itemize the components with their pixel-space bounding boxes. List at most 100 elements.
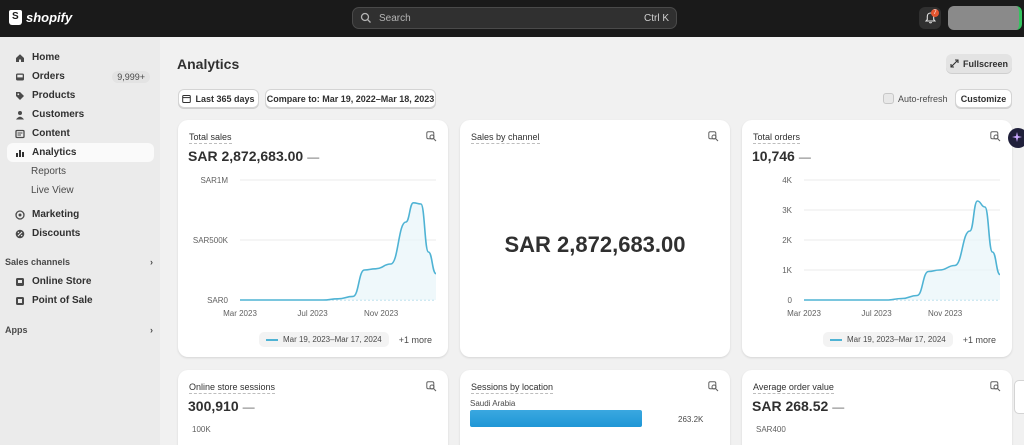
sidebar-item-discounts[interactable]: Discounts: [7, 224, 154, 243]
y-tick-label: SAR1M: [200, 176, 228, 185]
sidebar-item-label: Home: [32, 52, 60, 63]
explore-icon[interactable]: [426, 381, 437, 392]
sparkle-icon: [1012, 132, 1022, 142]
notifications-button[interactable]: 7: [919, 7, 941, 29]
customize-label: Customize: [960, 93, 1007, 104]
sidebar-item-live-view[interactable]: Live View: [7, 181, 154, 200]
sidebar-item-label: Live View: [31, 185, 74, 196]
legend-more-link[interactable]: +1 more: [962, 334, 996, 345]
top-bar: shopify Search Ctrl K 7: [0, 0, 1024, 37]
date-range-button[interactable]: Last 365 days: [178, 89, 259, 108]
legend-chip[interactable]: Mar 19, 2023–Mar 17, 2024: [258, 332, 389, 347]
page-title: Analytics: [177, 56, 240, 72]
analytics-icon: [16, 149, 24, 157]
chart-legend: Mar 19, 2023–Mar 17, 2024 +1 more: [178, 332, 448, 347]
search-bar[interactable]: Search Ctrl K: [352, 7, 677, 29]
auto-refresh-checkbox[interactable]: [883, 93, 894, 104]
total-sales-chart: SAR1M SAR500K SAR0 Mar 2023 Jul 2023 Nov 2023: [193, 176, 437, 318]
location-value: 263.2K: [678, 415, 704, 424]
sidebar-item-content[interactable]: Content: [7, 124, 154, 143]
comparison-dash: —: [798, 150, 811, 164]
expand-icon: [950, 59, 959, 68]
y-tick-label: 1K: [782, 266, 792, 275]
sessions-by-location-card[interactable]: Sessions by location Saudi Arabia 263.2K: [460, 370, 730, 445]
sidebar-item-orders[interactable]: Orders 9,999+: [7, 67, 154, 86]
explore-icon[interactable]: [990, 131, 1001, 142]
sidebar-item-home[interactable]: Home: [7, 48, 154, 67]
apps-header[interactable]: Apps ›: [5, 325, 153, 335]
sales-channels-label: Sales channels: [5, 257, 71, 267]
fullscreen-label: Fullscreen: [962, 58, 1009, 69]
comparison-dash: —: [307, 150, 320, 164]
fullscreen-button[interactable]: Fullscreen: [946, 54, 1012, 73]
x-tick-label: Nov 2023: [364, 309, 399, 318]
sidebar-item-analytics[interactable]: Analytics: [7, 143, 154, 162]
sales-by-channel-card[interactable]: Sales by channel SAR 2,872,683.00: [460, 120, 730, 357]
legend-chip[interactable]: Mar 19, 2023–Mar 17, 2024: [822, 332, 953, 347]
location-label: Saudi Arabia: [470, 399, 516, 408]
shopify-logo[interactable]: shopify: [9, 10, 72, 25]
compare-button[interactable]: Compare to: Mar 19, 2022–Mar 18, 2023: [265, 89, 436, 108]
comparison-dash: —: [832, 400, 845, 414]
online-store-sessions-card[interactable]: Online store sessions 300,910— 100K: [178, 370, 448, 445]
chevron-right-icon: ›: [150, 325, 153, 335]
sidebar-item-online-store[interactable]: Online Store: [7, 272, 154, 291]
sessions-amount: 300,910: [188, 398, 239, 414]
legend-label: Mar 19, 2023–Mar 17, 2024: [282, 335, 382, 344]
y-tick-label: 4K: [782, 176, 792, 185]
explore-icon[interactable]: [708, 131, 719, 142]
sidebar-item-label: Customers: [32, 109, 85, 120]
series-area: [804, 201, 1000, 300]
card-title: Sessions by location: [471, 382, 554, 394]
y-tick-label: 0: [788, 296, 793, 305]
sessions-value: 300,910—: [188, 398, 255, 414]
y-tick-label: 100K: [192, 425, 211, 434]
x-tick-label: Mar 2023: [787, 309, 821, 318]
explore-icon[interactable]: [426, 131, 437, 142]
pos-icon: [16, 296, 24, 305]
total-orders-card[interactable]: Total orders 10,746— 4K 3K 2K 1K 0 Mar 2023 Ju…: [742, 120, 1012, 357]
total-sales-amount: SAR 2,872,683.00: [188, 148, 304, 164]
legend-more-link[interactable]: +1 more: [398, 334, 432, 345]
sidebar-item-label: Products: [32, 90, 76, 101]
y-tick-label: SAR500K: [193, 236, 229, 245]
side-panel-tab[interactable]: [1014, 380, 1024, 414]
card-title: Sales by channel: [471, 132, 540, 144]
x-tick-label: Mar 2023: [223, 309, 257, 318]
sidebar-item-label: Marketing: [32, 209, 80, 220]
discount-icon: [15, 229, 25, 238]
target-icon: [15, 209, 25, 220]
orders-count-badge: 9,999+: [112, 70, 150, 83]
home-icon: [16, 53, 24, 62]
search-icon: [360, 12, 371, 23]
explore-icon[interactable]: [990, 381, 1001, 392]
search-shortcut: Ctrl K: [644, 12, 669, 24]
sales-channels-header[interactable]: Sales channels ›: [5, 257, 153, 267]
explore-icon[interactable]: [708, 381, 719, 392]
sidebar-item-label: Point of Sale: [32, 295, 93, 306]
sidebar-item-label: Online Store: [32, 276, 92, 287]
sidebar-item-products[interactable]: Products: [7, 86, 154, 105]
sidebar-item-reports[interactable]: Reports: [7, 162, 154, 181]
person-icon: [16, 110, 24, 119]
total-orders-value: 10,746—: [752, 148, 811, 164]
customize-button[interactable]: Customize: [955, 89, 1012, 108]
sidebar-item-point-of-sale[interactable]: Point of Sale: [7, 291, 154, 310]
sales-by-channel-value: SAR 2,872,683.00: [504, 232, 686, 257]
total-sales-card[interactable]: Total sales SAR 2,872,683.00— SAR1M SAR50…: [178, 120, 448, 357]
sidebar-item-customers[interactable]: Customers: [7, 105, 154, 124]
sidekick-button[interactable]: [1008, 128, 1024, 148]
total-sales-value: SAR 2,872,683.00—: [188, 148, 319, 164]
legend-line-swatch: [829, 338, 842, 341]
y-tick-label: SAR400: [756, 425, 786, 434]
sidebar-item-label: Reports: [31, 166, 67, 177]
average-order-value-card[interactable]: Average order value SAR 268.52— SAR400: [742, 370, 1012, 445]
series-area: [240, 202, 436, 300]
shopify-bag-icon: [9, 10, 22, 25]
account-menu[interactable]: [948, 6, 1022, 30]
sidebar-item-label: Analytics: [32, 147, 77, 158]
total-orders-amount: 10,746: [752, 148, 795, 164]
sidebar-item-marketing[interactable]: Marketing: [7, 205, 154, 224]
apps-label: Apps: [5, 325, 28, 335]
sidebar-item-label: Content: [32, 128, 70, 139]
